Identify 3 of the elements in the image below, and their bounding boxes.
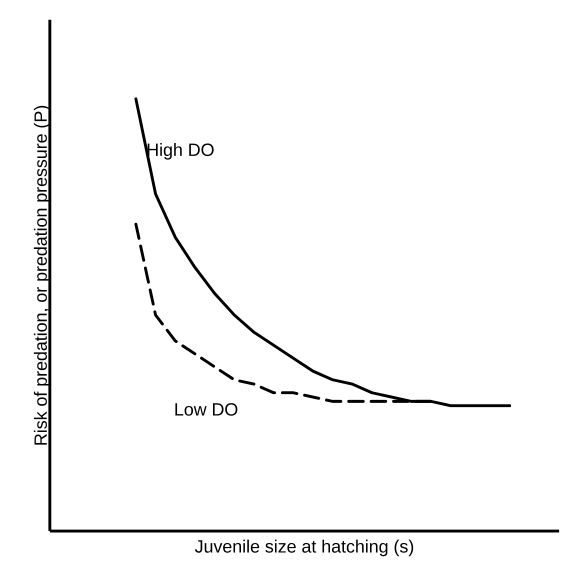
x-axis-title: Juvenile size at hatching (s) (194, 540, 414, 556)
series-label: Low DO (175, 403, 238, 416)
series-label: High DO (148, 143, 214, 160)
